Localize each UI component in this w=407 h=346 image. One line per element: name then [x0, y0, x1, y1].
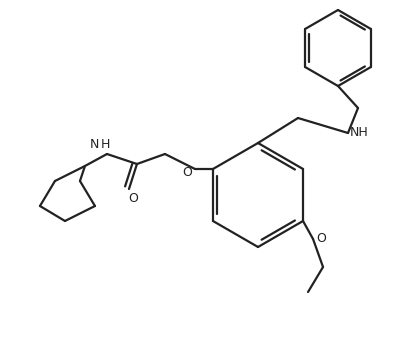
Text: O: O — [128, 192, 138, 205]
Text: H: H — [100, 138, 109, 151]
Text: O: O — [316, 233, 326, 246]
Text: N: N — [89, 138, 98, 151]
Text: O: O — [182, 165, 192, 179]
Text: NH: NH — [350, 126, 369, 138]
